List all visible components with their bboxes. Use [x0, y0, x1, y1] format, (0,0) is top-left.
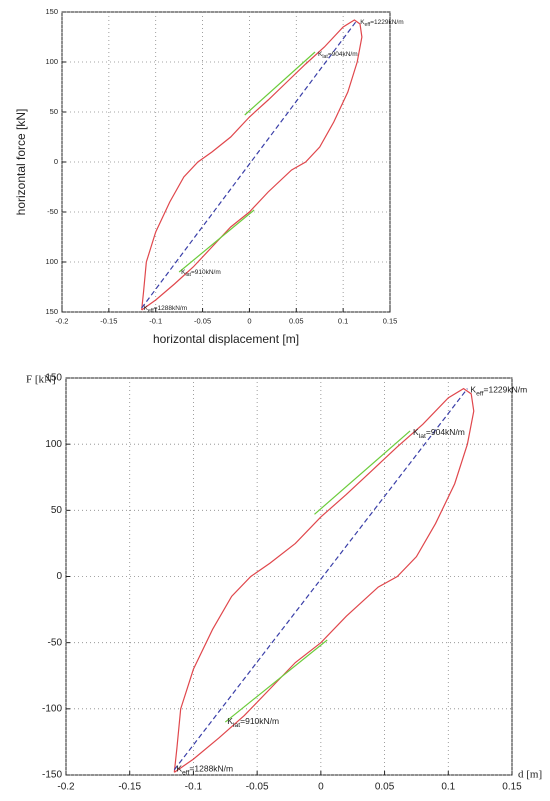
line-series — [178, 209, 255, 273]
y-tick-label: 150 — [45, 373, 62, 384]
annotation-sub: lat — [419, 433, 426, 440]
y-tick-label: 100 — [45, 257, 58, 266]
annotation-sub: lat — [322, 54, 328, 60]
y-axis-label: horizontal force [kN] — [14, 109, 28, 216]
x-tick-label: -0.05 — [194, 316, 211, 325]
y-tick-label: 150 — [45, 7, 58, 16]
y-tick-label: -50 — [47, 207, 58, 216]
annotation: Keff=1229kN/m — [360, 19, 403, 29]
annotation: Klat=910kN/m — [181, 269, 221, 279]
x-tick-label: -0.15 — [118, 782, 141, 793]
annotation-base: K — [318, 51, 323, 58]
x-tick-label: -0.15 — [100, 316, 117, 325]
y-tick-label: 0 — [54, 157, 58, 166]
annotation-base: K — [181, 269, 186, 276]
annotation-base: K — [470, 385, 476, 395]
x-tick-label: 0.1 — [441, 782, 455, 793]
line-series — [173, 387, 475, 773]
x-tick-label: -0.2 — [57, 782, 75, 793]
annotation-rest: =1288kN/m — [154, 305, 187, 312]
annotation-base: K — [413, 427, 419, 437]
y-tick-label: -100 — [42, 703, 62, 714]
y-tick-label: 100 — [45, 439, 62, 450]
annotation-rest: =904kN/m — [328, 51, 358, 58]
y-tick-label: -50 — [48, 637, 63, 648]
annotation: Keff=1288kN/m — [144, 305, 187, 315]
annotation: Keff=1288kN/m — [176, 764, 233, 777]
x-tick-label: -0.1 — [149, 316, 162, 325]
y-tick-label: 100 — [45, 57, 58, 66]
annotation-sub: eff — [148, 308, 154, 314]
annotation-rest: =904kN/m — [426, 427, 465, 437]
x-tick-label: -0.2 — [56, 316, 69, 325]
x-tick-label: 0.05 — [289, 316, 304, 325]
y-tick-label: 150 — [45, 307, 58, 316]
x-tick-label: 0.15 — [502, 782, 522, 793]
y-tick-label: 50 — [51, 505, 63, 516]
annotation-sub: eff — [476, 390, 484, 397]
x-tick-label: 0 — [247, 316, 251, 325]
annotation-base: K — [227, 716, 233, 726]
annotation-base: K — [176, 764, 182, 774]
y-tick-label: -150 — [42, 770, 62, 781]
annotation: Klat=904kN/m — [318, 51, 358, 61]
annotation-sub: lat — [233, 722, 240, 729]
line-series — [244, 51, 316, 116]
annotation-rest: =1288kN/m — [189, 764, 233, 774]
x-axis-label: horizontal displacement [m] — [153, 332, 299, 346]
plot-area — [65, 377, 513, 776]
y-tick-label: 50 — [50, 107, 58, 116]
y-axis-label: F [kN] — [26, 374, 56, 386]
annotation-rest: =1229kN/m — [370, 19, 403, 26]
line-series — [314, 430, 411, 515]
x-tick-label: -0.1 — [185, 782, 203, 793]
x-tick-label: 0.1 — [338, 316, 348, 325]
annotation-rest: =910kN/m — [240, 716, 279, 726]
line-series — [224, 639, 328, 723]
x-axis-label: d [m] — [518, 769, 542, 781]
annotation-rest: =910kN/m — [191, 269, 221, 276]
annotation: Klat=904kN/m — [413, 427, 465, 440]
annotation: Keff=1229kN/m — [470, 385, 527, 398]
annotation-rest: =1229kN/m — [484, 385, 528, 395]
annotation-base: K — [360, 19, 365, 26]
x-tick-label: -0.05 — [246, 782, 269, 793]
annotation-sub: eff — [365, 22, 371, 28]
annotation: Klat=910kN/m — [227, 716, 279, 729]
x-tick-label: 0 — [318, 782, 324, 793]
annotation-base: K — [144, 305, 149, 312]
x-tick-label: 0.15 — [383, 316, 398, 325]
line-series — [141, 19, 363, 311]
y-tick-label: 0 — [56, 571, 62, 582]
line-series — [141, 19, 358, 309]
line-series — [173, 388, 468, 771]
annotation-sub: eff — [182, 770, 190, 777]
x-tick-label: 0.05 — [375, 782, 395, 793]
annotation-sub: lat — [185, 272, 191, 278]
